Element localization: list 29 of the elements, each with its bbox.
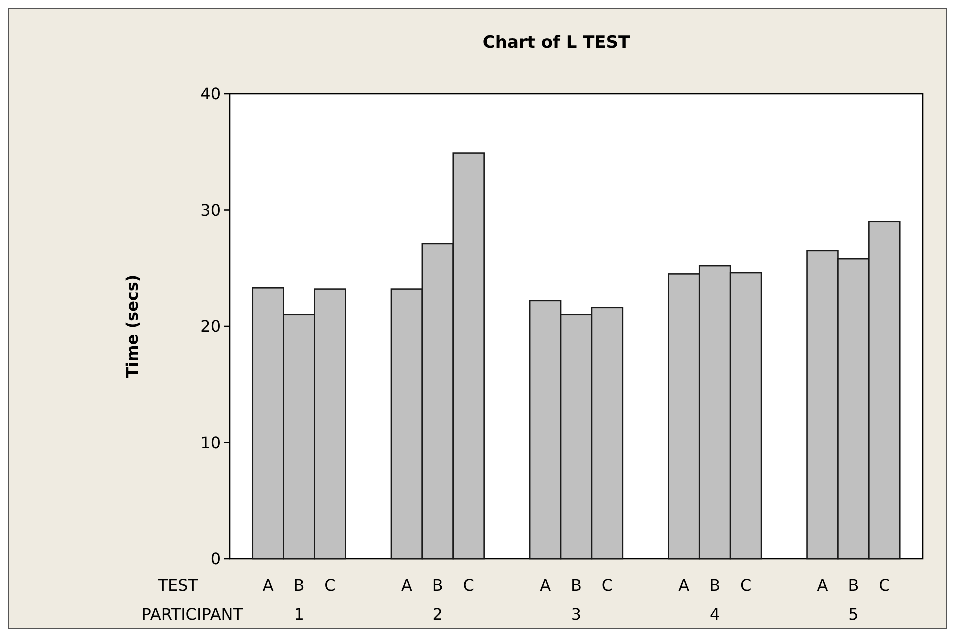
x-axis-title: PARTICIPANT bbox=[142, 605, 244, 624]
text: A bbox=[540, 576, 552, 595]
x-tick-label: 3 bbox=[571, 605, 582, 624]
x-tick-label: 4 bbox=[710, 605, 720, 624]
text: B bbox=[432, 576, 444, 595]
y-axis-title: Time (secs) bbox=[123, 274, 142, 378]
y-tick-label: 0 bbox=[210, 550, 221, 569]
x-tick-label: 5 bbox=[848, 605, 859, 624]
series-label: B bbox=[294, 576, 305, 595]
chart-title: Chart of L TEST bbox=[482, 33, 631, 53]
x-tick-label: 1 bbox=[294, 605, 304, 624]
legend-title: TEST bbox=[157, 576, 198, 595]
y-tick-label: 30 bbox=[200, 200, 221, 220]
text: A bbox=[817, 576, 828, 595]
text: C bbox=[602, 576, 614, 595]
text: B bbox=[710, 576, 721, 595]
text: C bbox=[740, 576, 752, 595]
y-tick-label: 20 bbox=[200, 317, 221, 336]
text: A bbox=[678, 576, 690, 595]
text: C bbox=[879, 576, 890, 595]
text: B bbox=[571, 576, 582, 595]
series-label: C bbox=[324, 576, 336, 595]
y-tick-label: 10 bbox=[200, 433, 221, 452]
series-label: A bbox=[262, 576, 274, 595]
y-tick-label: 40 bbox=[200, 84, 221, 104]
x-tick-label: 2 bbox=[432, 605, 443, 624]
text: C bbox=[463, 576, 474, 595]
text: B bbox=[848, 576, 860, 595]
text: A bbox=[401, 576, 412, 595]
